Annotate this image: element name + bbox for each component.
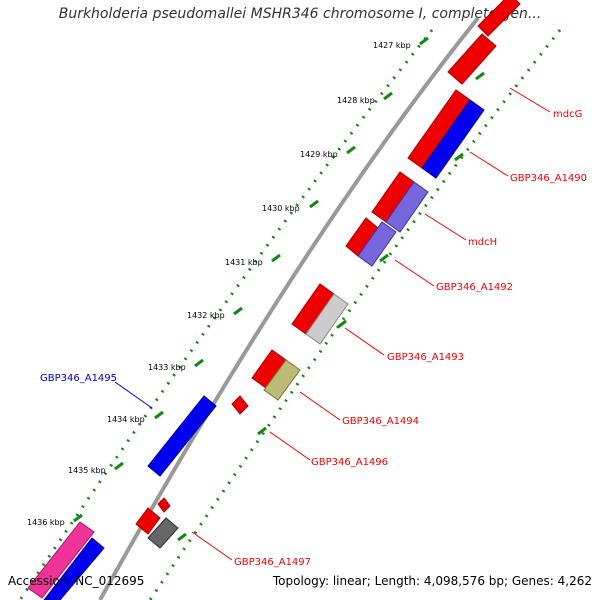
tick-1427: 1427 kbp (373, 41, 411, 50)
tick-1429: 1429 kbp (300, 150, 338, 159)
tick-1432: 1432 kbp (187, 311, 225, 320)
feature-lightblue-1[interactable] (385, 181, 429, 233)
label-GBP346_A1496[interactable]: GBP346_A1496 (311, 457, 388, 468)
feature-red-small-1497a[interactable] (157, 497, 171, 513)
summary-text: Topology: linear; Length: 4,098,576 bp; … (272, 574, 592, 588)
chromosome-backbone (98, 16, 480, 600)
feature-red-1497[interactable] (135, 507, 161, 535)
feature-red-2[interactable] (447, 33, 497, 85)
tick-1431: 1431 kbp (225, 258, 263, 267)
label-GBP346_A1494[interactable]: GBP346_A1494 (342, 416, 419, 427)
tick-1434: 1434 kbp (107, 415, 145, 424)
feature-red-small-1496[interactable] (231, 395, 249, 415)
map-title: Burkholderia pseudomallei MSHR346 chromo… (58, 6, 542, 22)
leader-lines (114, 87, 551, 561)
label-mdcH[interactable]: mdcH (468, 237, 497, 248)
label-GBP346_A1497[interactable]: GBP346_A1497 (234, 557, 311, 568)
feature-gray-1493[interactable] (305, 293, 349, 345)
scale-ring-inner (148, 29, 562, 600)
tick-1435: 1435 kbp (68, 466, 106, 475)
label-GBP346_A1490[interactable]: GBP346_A1490 (510, 173, 587, 184)
gene-labels[interactable]: mdcG GBP346_A1490 mdcH GBP346_A1492 GBP3… (40, 109, 587, 568)
feature-blue-1490[interactable] (421, 99, 485, 179)
scale-ring-outer (18, 29, 434, 600)
feature-red-1[interactable] (477, 0, 521, 37)
label-GBP346_A1492[interactable]: GBP346_A1492 (436, 282, 513, 293)
label-GBP346_A1495[interactable]: GBP346_A1495 (40, 373, 117, 384)
feature-darkgray-1497[interactable] (147, 517, 179, 549)
label-mdcG[interactable]: mdcG (553, 109, 582, 120)
tick-1436: 1436 kbp (27, 518, 65, 527)
feature-blue-1495[interactable] (147, 395, 217, 477)
accession-text: Accession: NC_012695 (8, 574, 145, 588)
tick-1430: 1430 kbp (262, 204, 300, 213)
feature-lightblue-1492[interactable] (357, 221, 397, 267)
tick-1433: 1433 kbp (148, 363, 186, 372)
tick-1428: 1428 kbp (337, 96, 375, 105)
tick-labels: 1427 kbp 1428 kbp 1429 kbp 1430 kbp 1431… (27, 41, 411, 527)
features[interactable] (27, 0, 521, 600)
feature-blue-bottom[interactable] (43, 537, 105, 600)
feature-olive-1494[interactable] (263, 359, 301, 401)
label-GBP346_A1493[interactable]: GBP346_A1493 (387, 352, 464, 363)
tick-marks (73, 36, 485, 542)
feature-pink-1[interactable] (27, 521, 95, 599)
